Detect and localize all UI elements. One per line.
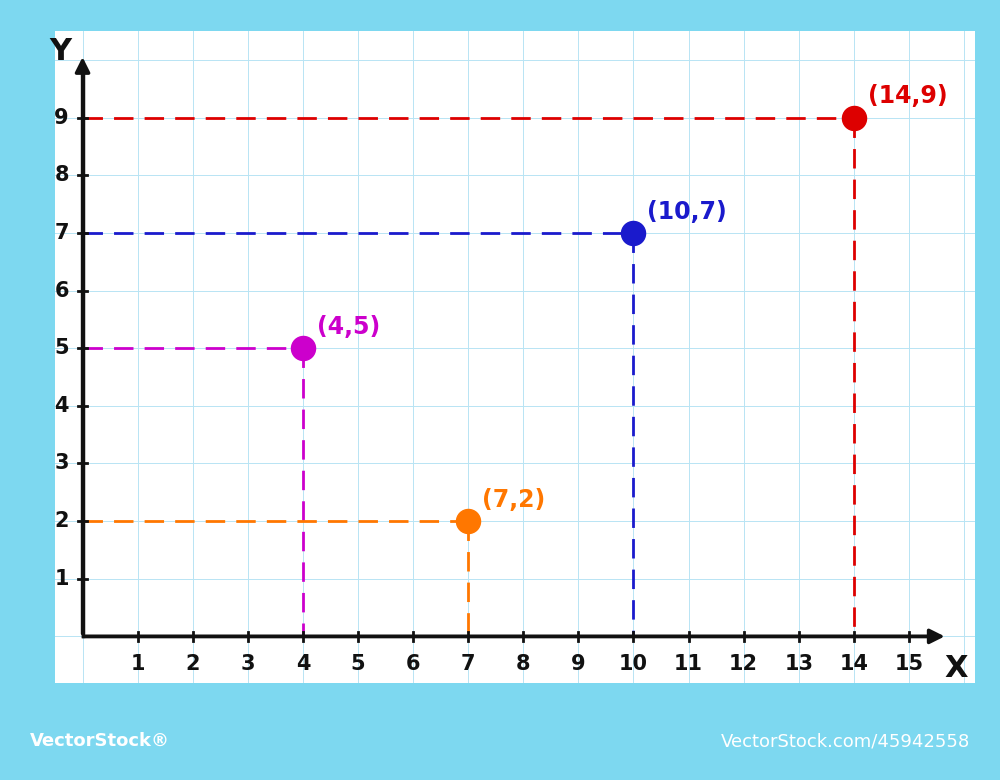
Point [625,227,641,239]
Text: 14: 14 [839,654,868,674]
Text: (4,5): (4,5) [317,315,380,339]
Text: 5: 5 [54,339,69,358]
Text: 3: 3 [241,654,255,674]
Text: 3: 3 [54,453,69,473]
Text: 6: 6 [54,281,69,300]
Text: 4: 4 [54,395,69,416]
Text: 10: 10 [619,654,648,674]
Point [295,342,311,354]
Text: (14,9): (14,9) [868,84,947,108]
Text: 13: 13 [784,654,813,674]
Text: 1: 1 [130,654,145,674]
Text: 7: 7 [461,654,475,674]
Point [460,515,476,527]
Text: 12: 12 [729,654,758,674]
Text: (7,2): (7,2) [482,488,545,512]
Text: 5: 5 [351,654,365,674]
Text: 4: 4 [296,654,310,674]
Text: 11: 11 [674,654,703,674]
Text: 9: 9 [54,108,69,128]
Point [846,112,862,124]
Text: 15: 15 [894,654,923,674]
Text: 2: 2 [54,511,69,531]
Text: 8: 8 [516,654,531,674]
Text: X: X [944,654,967,682]
Text: 7: 7 [54,223,69,243]
Text: VectorStock®: VectorStock® [30,732,170,750]
Text: Y: Y [50,37,72,66]
Text: VectorStock.com/45942558: VectorStock.com/45942558 [721,732,970,750]
Text: 8: 8 [54,165,69,186]
Text: 1: 1 [54,569,69,589]
Text: 6: 6 [406,654,420,674]
Text: 2: 2 [185,654,200,674]
Text: (10,7): (10,7) [647,200,727,224]
Text: 9: 9 [571,654,586,674]
